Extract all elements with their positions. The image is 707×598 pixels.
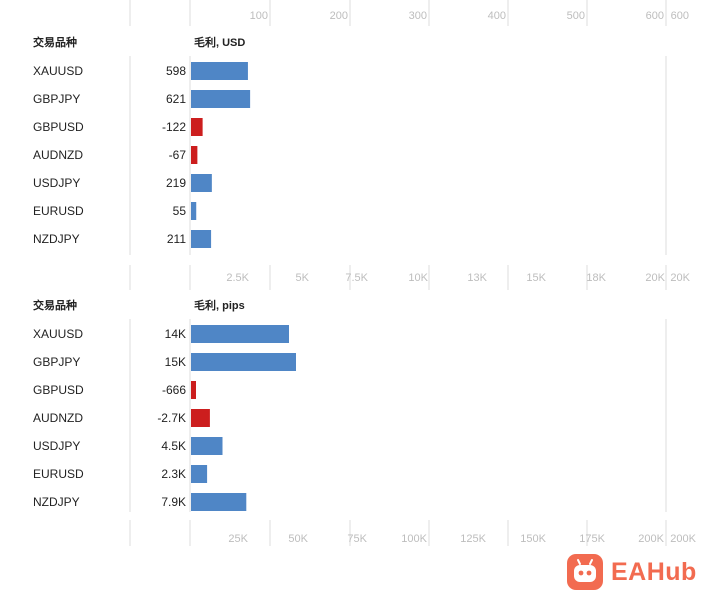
robot-icon [567, 554, 603, 590]
row-header: 交易品种 [33, 35, 77, 49]
category-label: XAUUSD [33, 64, 83, 78]
value-label: 211 [167, 232, 186, 246]
watermark-text: EAHub [611, 557, 697, 586]
axis-tick-label: 50K [288, 533, 308, 545]
axis-tick-label: 5K [296, 272, 310, 284]
category-label: EURUSD [33, 467, 84, 481]
bar [191, 62, 248, 80]
chart-panels: 交易品种 毛利, USD XAUUSD 598 GBPJPY 621 GBPUSD -122 A… [33, 35, 296, 511]
axis-tick-label: 200K [638, 533, 664, 545]
watermark: EAHub [567, 551, 697, 593]
axis-tick-label: 2.5K [226, 272, 249, 284]
row-header: 交易品种 [33, 298, 77, 312]
bar [191, 437, 223, 455]
value-label: 15K [165, 355, 186, 369]
value-label: 55 [173, 204, 187, 218]
category-label: GBPJPY [33, 355, 80, 369]
grid-lines [129, 0, 667, 546]
value-label: 14K [165, 327, 186, 341]
category-label: USDJPY [33, 176, 80, 190]
axis-tick-label: 600 [646, 10, 664, 22]
chart-panel-1: 交易品种 毛利, USD XAUUSD 598 GBPJPY 621 GBPUSD -122 A… [33, 35, 251, 248]
bar [191, 118, 203, 136]
bar [191, 90, 251, 108]
value-label: 7.9K [161, 495, 186, 509]
value-label: 621 [166, 92, 186, 106]
bar [191, 465, 208, 483]
axis-tick-label: 10K [408, 272, 428, 284]
axis-tick-label: 20K [670, 272, 690, 284]
axis-tick-label: 175K [579, 533, 605, 545]
value-header: 毛利, pips [194, 298, 245, 312]
category-label: GBPUSD [33, 383, 84, 397]
category-label: AUDNZD [33, 411, 83, 425]
axis-tick-label: 100 [250, 10, 268, 22]
bar [191, 146, 198, 164]
category-label: NZDJPY [33, 495, 80, 509]
axis-tick-label: 7.5K [345, 272, 368, 284]
value-label: 598 [166, 64, 186, 78]
category-label: EURUSD [33, 204, 84, 218]
axis-tick-label: 100K [401, 533, 427, 545]
value-label: 2.3K [161, 467, 186, 481]
value-label: -666 [162, 383, 186, 397]
value-label: -67 [169, 148, 187, 162]
category-label: NZDJPY [33, 232, 80, 246]
value-label: -122 [162, 120, 186, 134]
axis-tick-label: 20K [645, 272, 665, 284]
axis-tick-label: 300 [409, 10, 427, 22]
chart-panel-2: 交易品种 毛利, pips XAUUSD 14K GBPJPY 15K GBPUSD -666… [33, 298, 296, 511]
bar [191, 230, 212, 248]
value-label: -2.7K [157, 411, 186, 425]
bar [191, 325, 289, 343]
bar [191, 202, 197, 220]
bar [191, 409, 210, 427]
axis-tick-label: 500 [567, 10, 585, 22]
value-header: 毛利, USD [194, 35, 245, 49]
category-label: XAUUSD [33, 327, 83, 341]
bar [191, 174, 212, 192]
axis-tick-label: 200K [670, 533, 696, 545]
category-label: GBPUSD [33, 120, 84, 134]
bar [191, 381, 196, 399]
axis-tick-label: 18K [586, 272, 606, 284]
axis-tick-label: 125K [460, 533, 486, 545]
value-label: 219 [166, 176, 186, 190]
axis-tick-label: 75K [347, 533, 367, 545]
axis-ticks: 100 200 300 400 500 600 600 2.5K 5K 7.5K 10K 13K 15K… [226, 10, 696, 545]
axis-tick-label: 25K [228, 533, 248, 545]
category-label: AUDNZD [33, 148, 83, 162]
axis-tick-label: 13K [467, 272, 487, 284]
axis-tick-label: 400 [488, 10, 506, 22]
bar [191, 353, 296, 371]
axis-tick-label: 15K [526, 272, 546, 284]
axis-tick-label: 200 [330, 10, 348, 22]
axis-tick-label: 150K [520, 533, 546, 545]
axis-tick-label: 600 [671, 10, 689, 22]
category-label: USDJPY [33, 439, 80, 453]
value-label: 4.5K [161, 439, 186, 453]
category-label: GBPJPY [33, 92, 80, 106]
bar [191, 493, 247, 511]
